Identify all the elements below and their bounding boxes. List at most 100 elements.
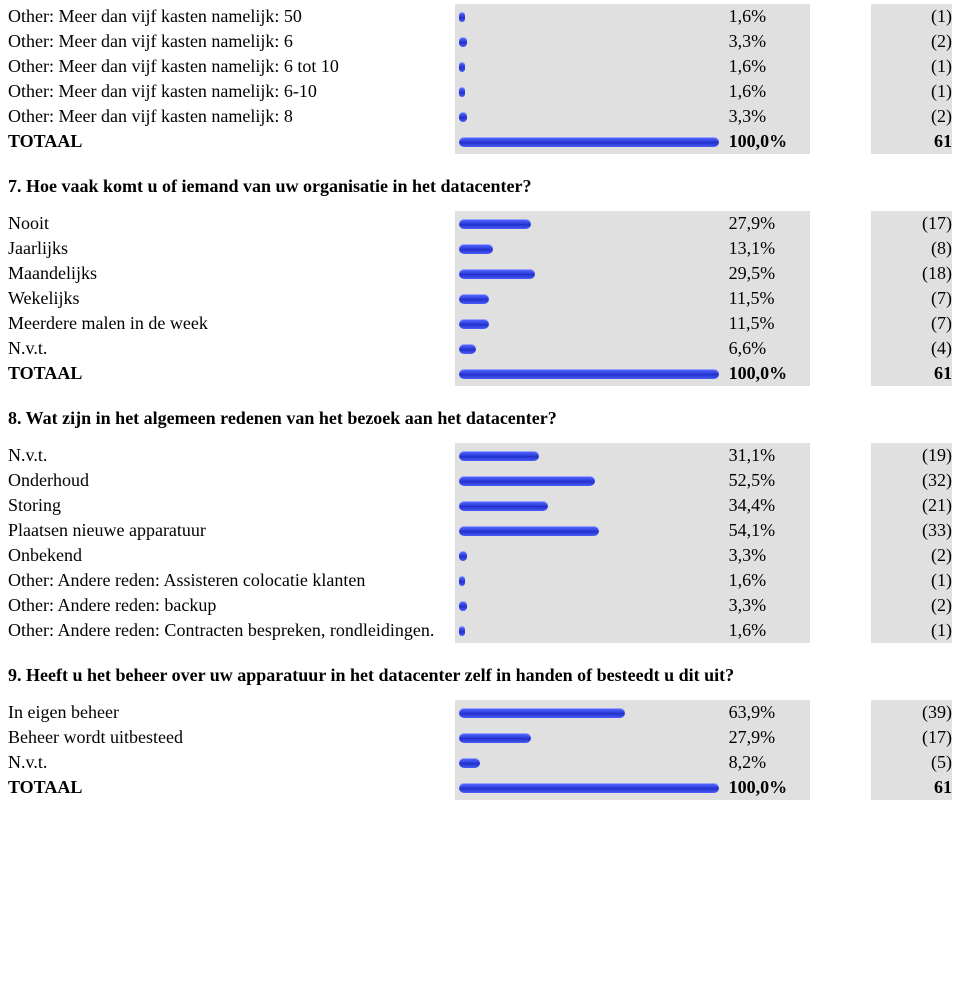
row-label: N.v.t.	[8, 336, 455, 361]
percentage-bar	[459, 708, 625, 718]
gap-cell	[810, 286, 871, 311]
percentage-bar	[459, 37, 468, 47]
bar-cell	[455, 725, 729, 750]
table-row: Other: Andere reden: backup3,3%(2)	[8, 593, 952, 618]
count-value: (1)	[871, 54, 952, 79]
percentage-bar	[459, 269, 536, 279]
gap-cell	[810, 443, 871, 468]
table-row: Jaarlijks13,1%(8)	[8, 236, 952, 261]
gap-cell	[810, 311, 871, 336]
percentage-bar	[459, 319, 489, 329]
percentage-bar	[459, 87, 465, 97]
gap-cell	[810, 236, 871, 261]
row-label: Other: Meer dan vijf kasten namelijk: 8	[8, 104, 455, 129]
table-row: Wekelijks11,5%(7)	[8, 286, 952, 311]
survey-table: In eigen beheer63,9%(39)Beheer wordt uit…	[8, 700, 952, 800]
bar-cell	[455, 700, 729, 725]
survey-table: N.v.t.31,1%(19)Onderhoud52,5%(32)Storing…	[8, 443, 952, 643]
row-label: Other: Andere reden: Contracten bespreke…	[8, 618, 455, 643]
survey-report: Other: Meer dan vijf kasten namelijk: 50…	[8, 4, 952, 800]
count-value: (7)	[871, 286, 952, 311]
count-value: 61	[871, 361, 952, 386]
row-label: Other: Meer dan vijf kasten namelijk: 6-…	[8, 79, 455, 104]
bar-cell	[455, 54, 729, 79]
count-value: (33)	[871, 518, 952, 543]
count-value: (2)	[871, 593, 952, 618]
percentage-value: 100,0%	[729, 361, 810, 386]
question-heading: 9. Heeft u het beheer over uw apparatuur…	[8, 665, 952, 686]
gap-cell	[810, 211, 871, 236]
survey-section: 8. Wat zijn in het algemeen redenen van …	[8, 408, 952, 643]
bar-cell	[455, 750, 729, 775]
gap-cell	[810, 104, 871, 129]
table-row: Storing34,4%(21)	[8, 493, 952, 518]
bar-cell	[455, 4, 729, 29]
bar-cell	[455, 518, 729, 543]
gap-cell	[810, 618, 871, 643]
bar-cell	[455, 468, 729, 493]
row-label: Plaatsen nieuwe apparatuur	[8, 518, 455, 543]
bar-cell	[455, 79, 729, 104]
table-row: Other: Andere reden: Contracten bespreke…	[8, 618, 952, 643]
percentage-value: 27,9%	[729, 725, 810, 750]
count-value: (8)	[871, 236, 952, 261]
gap-cell	[810, 750, 871, 775]
row-label: Beheer wordt uitbesteed	[8, 725, 455, 750]
row-label: N.v.t.	[8, 443, 455, 468]
row-label: Maandelijks	[8, 261, 455, 286]
percentage-value: 8,2%	[729, 750, 810, 775]
bar-cell	[455, 543, 729, 568]
gap-cell	[810, 4, 871, 29]
percentage-value: 1,6%	[729, 54, 810, 79]
row-label: Storing	[8, 493, 455, 518]
table-row: Beheer wordt uitbesteed 27,9% (17)	[8, 725, 952, 750]
row-label: TOTAAL	[8, 129, 455, 154]
table-row: In eigen beheer63,9%(39)	[8, 700, 952, 725]
count-value: (18)	[871, 261, 952, 286]
percentage-bar	[459, 733, 532, 743]
gap-cell	[810, 54, 871, 79]
percentage-bar	[459, 12, 465, 22]
count-value: 61	[871, 129, 952, 154]
count-value: 61	[871, 775, 952, 800]
gap-cell	[810, 79, 871, 104]
table-row: TOTAAL100,0%61	[8, 361, 952, 386]
count-value: (21)	[871, 493, 952, 518]
percentage-bar	[459, 219, 532, 229]
gap-cell	[810, 543, 871, 568]
count-value: (4)	[871, 336, 952, 361]
table-row: Maandelijks29,5%(18)	[8, 261, 952, 286]
survey-section: 7. Hoe vaak komt u of iemand van uw orga…	[8, 176, 952, 386]
row-label: Nooit	[8, 211, 455, 236]
table-row: Other: Meer dan vijf kasten namelijk: 6 …	[8, 54, 952, 79]
gap-cell	[810, 129, 871, 154]
percentage-value: 100,0%	[729, 775, 810, 800]
percentage-value: 3,3%	[729, 104, 810, 129]
table-row: Other: Andere reden: Assisteren colocati…	[8, 568, 952, 593]
percentage-bar	[459, 62, 465, 72]
bar-cell	[455, 236, 729, 261]
row-label: Meerdere malen in de week	[8, 311, 455, 336]
table-row: Other: Meer dan vijf kasten namelijk: 6-…	[8, 79, 952, 104]
row-label: In eigen beheer	[8, 700, 455, 725]
table-row: Other: Meer dan vijf kasten namelijk: 50…	[8, 4, 952, 29]
row-label: Other: Meer dan vijf kasten namelijk: 6 …	[8, 54, 455, 79]
bar-cell	[455, 29, 729, 54]
percentage-value: 1,6%	[729, 618, 810, 643]
count-value: (17)	[871, 725, 952, 750]
row-label: Other: Meer dan vijf kasten namelijk: 6	[8, 29, 455, 54]
bar-cell	[455, 261, 729, 286]
bar-cell	[455, 568, 729, 593]
percentage-bar	[459, 244, 493, 254]
bar-cell	[455, 443, 729, 468]
bar-cell	[455, 286, 729, 311]
percentage-bar	[459, 294, 489, 304]
count-value: (1)	[871, 618, 952, 643]
bar-cell	[455, 104, 729, 129]
percentage-value: 63,9%	[729, 700, 810, 725]
percentage-bar	[459, 783, 719, 793]
table-row: Onbekend3,3%(2)	[8, 543, 952, 568]
count-value: (7)	[871, 311, 952, 336]
percentage-value: 3,3%	[729, 543, 810, 568]
count-value: (19)	[871, 443, 952, 468]
